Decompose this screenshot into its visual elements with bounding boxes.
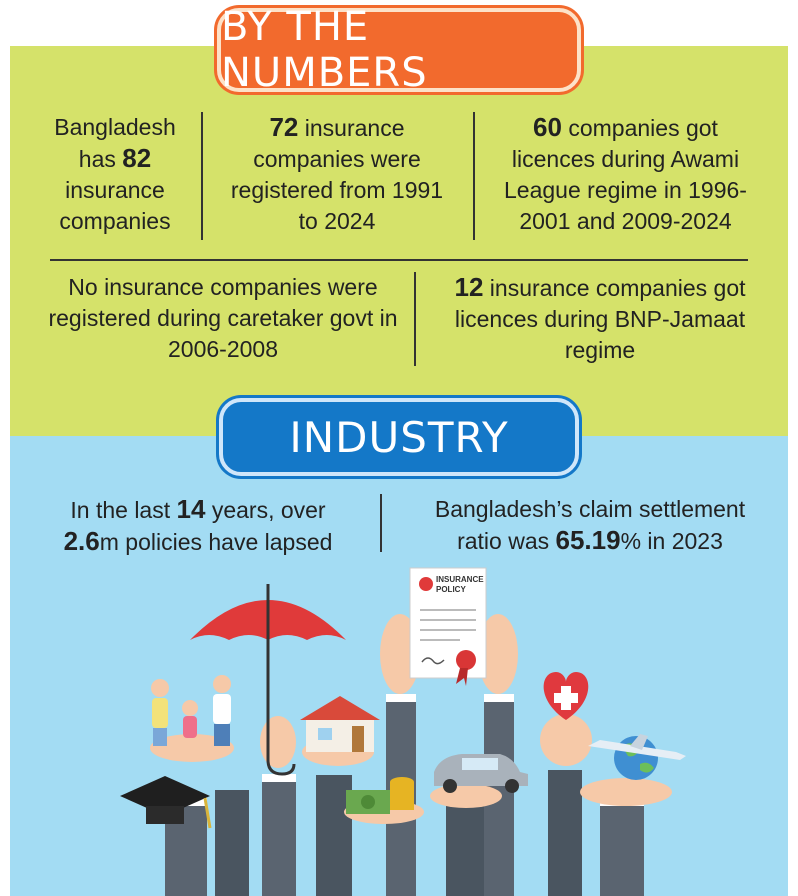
stat-number: 12 xyxy=(454,272,484,302)
divider xyxy=(380,494,382,552)
money-icon xyxy=(346,777,414,814)
numbers-panel xyxy=(10,46,788,436)
stat-text: insurance companies were registered from… xyxy=(230,115,444,234)
hand xyxy=(540,714,592,766)
stat-awami-league: 60 companies got licences during Awami L… xyxy=(493,112,758,237)
stat-text: companies got licences during Awami Leag… xyxy=(504,115,747,234)
stat-bnp-jamaat: 12 insurance companies got licences duri… xyxy=(440,272,760,366)
stat-number: 82 xyxy=(122,143,152,173)
stat-number: 60 xyxy=(533,112,562,142)
hand xyxy=(478,614,518,694)
industry-title: INDUSTRY xyxy=(219,398,579,476)
shield-icon xyxy=(419,577,433,591)
hand xyxy=(260,716,296,768)
stat-number: 2.6 xyxy=(63,526,100,556)
family-icon xyxy=(151,675,231,746)
signature xyxy=(421,657,445,665)
stat-text: Bangladesh has xyxy=(54,114,176,172)
stat-claim-settlement: Bangladesh’s claim settlement ratio was … xyxy=(420,494,760,557)
cuff xyxy=(484,694,514,702)
stat-caretaker-govt: No insurance companies were registered d… xyxy=(48,272,398,365)
arm xyxy=(548,770,582,896)
cuff xyxy=(262,774,296,782)
stat-total-companies: Bangladesh has 82 insurance companies xyxy=(40,112,190,237)
divider xyxy=(473,112,475,240)
policy-document: INSURANCE POLICY xyxy=(409,567,487,686)
hand xyxy=(150,734,234,762)
hand xyxy=(430,784,502,808)
umbrella-icon xyxy=(190,584,346,776)
stat-number: 72 xyxy=(269,112,299,142)
house-icon xyxy=(300,696,380,752)
policy-title-line1: INSURANCE xyxy=(436,575,484,584)
divider xyxy=(201,112,203,240)
stat-number: 65.19 xyxy=(555,525,621,555)
airplane-icon xyxy=(588,734,686,760)
arm xyxy=(600,800,644,896)
stat-text: % in 2023 xyxy=(620,528,723,554)
stat-text: m policies have lapsed xyxy=(99,529,333,555)
stat-text: insurance companies got licences during … xyxy=(454,275,746,363)
stat-text: Bangladesh’s claim settlement ratio was xyxy=(434,496,746,554)
divider xyxy=(50,259,748,261)
insurance-illustration: INSURANCE POLICY xyxy=(120,567,686,896)
seal-icon xyxy=(456,650,476,670)
hand xyxy=(580,778,672,806)
stat-text: years, over xyxy=(205,497,326,523)
graduation-cap-icon xyxy=(120,776,212,829)
stat-text: In the last xyxy=(70,497,177,523)
numbers-title: BY THE NUMBERS xyxy=(217,4,581,96)
stat-number: 14 xyxy=(176,494,206,524)
arm xyxy=(446,800,484,896)
stat-registered-1991-2024: 72 insurance companies were registered f… xyxy=(222,112,452,237)
stat-text: No insurance companies were registered d… xyxy=(48,274,398,362)
car-icon xyxy=(434,754,528,793)
arm xyxy=(215,790,249,896)
policy-title-line2: POLICY xyxy=(436,585,466,594)
stat-text: insurance companies xyxy=(59,177,171,234)
cuff xyxy=(386,694,416,702)
arm xyxy=(262,778,296,896)
divider xyxy=(414,272,416,366)
health-heart-icon xyxy=(543,672,589,720)
stat-lapsed-policies: In the last 14 years, over 2.6m policies… xyxy=(48,494,348,558)
